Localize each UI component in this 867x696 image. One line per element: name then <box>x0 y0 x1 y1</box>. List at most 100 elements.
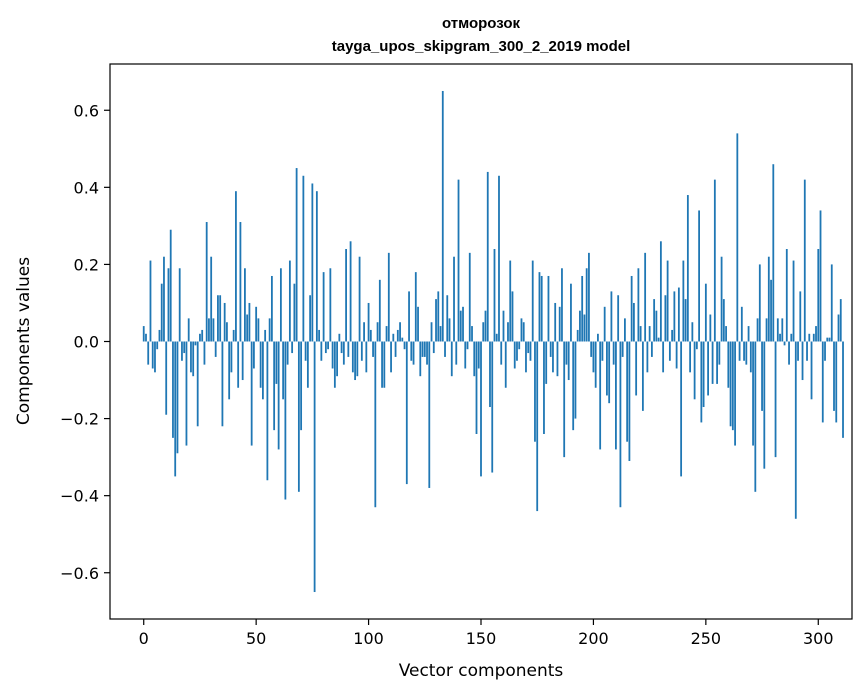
bar-142 <box>462 306 464 342</box>
bar-32 <box>214 341 217 357</box>
chart-subtitle: tayga_upos_skipgram_300_2_2019 model <box>332 38 631 55</box>
bar-1 <box>145 333 147 342</box>
bar-155 <box>491 341 494 473</box>
bar-101 <box>369 329 372 342</box>
bar-105 <box>378 279 381 342</box>
bar-106 <box>381 341 383 388</box>
bar-223 <box>644 252 647 342</box>
bar-240 <box>682 260 685 342</box>
bar-107 <box>383 341 386 388</box>
bar-258 <box>722 299 725 342</box>
bar-278 <box>767 256 770 342</box>
bar-156 <box>493 249 496 342</box>
bar-211 <box>617 295 620 342</box>
bar-161 <box>504 341 507 388</box>
bar-18 <box>183 341 186 354</box>
bar-295 <box>806 341 808 361</box>
bar-103 <box>374 341 377 508</box>
bar-221 <box>639 326 642 342</box>
bar-25 <box>199 333 201 342</box>
bar-288 <box>790 333 793 342</box>
x-tick-label: 250 <box>691 629 722 648</box>
x-tick-label: 300 <box>803 629 834 648</box>
bar-46 <box>246 314 249 342</box>
bar-293 <box>801 341 804 381</box>
bar-263 <box>734 341 736 446</box>
bar-252 <box>709 314 712 342</box>
bar-291 <box>797 341 799 361</box>
bar-225 <box>648 326 651 342</box>
bar-303 <box>824 341 826 361</box>
bar-177 <box>540 275 543 342</box>
bar-22 <box>192 341 195 377</box>
bar-147 <box>473 341 476 377</box>
bar-133 <box>441 90 444 342</box>
bar-124 <box>421 341 424 357</box>
bar-128 <box>430 322 433 342</box>
bar-173 <box>531 260 534 342</box>
bar-174 <box>534 341 536 442</box>
bar-287 <box>788 341 790 365</box>
bar-48 <box>250 341 253 446</box>
bar-77 <box>315 191 318 342</box>
x-tick-label: 50 <box>246 629 266 648</box>
y-axis-ticks: 0.6 0.4 0.2 0.0 −0.2 −0.4 −0.6 <box>60 101 110 583</box>
bar-63 <box>284 341 287 500</box>
bar-49 <box>253 341 255 369</box>
bar-94 <box>354 341 356 381</box>
bar-27 <box>203 341 206 365</box>
bar-261 <box>729 341 732 427</box>
bar-216 <box>628 341 631 461</box>
bar-298 <box>812 333 815 342</box>
bar-40 <box>232 329 235 342</box>
bar-108 <box>385 326 388 342</box>
bar-91 <box>347 341 350 357</box>
bar-159 <box>500 341 503 365</box>
bar-282 <box>776 318 779 342</box>
bar-230 <box>659 241 662 342</box>
bar-21 <box>190 341 192 373</box>
bar-154 <box>489 341 491 408</box>
bar-153 <box>486 171 489 342</box>
bar-122 <box>417 306 419 342</box>
bar-33 <box>217 295 219 342</box>
x-tick-label: 0 <box>139 629 149 648</box>
bar-296 <box>808 333 811 342</box>
bar-184 <box>556 341 559 377</box>
bar-243 <box>689 341 692 373</box>
bar-227 <box>653 299 656 342</box>
bar-53 <box>262 341 264 400</box>
bar-172 <box>529 341 532 361</box>
bar-182 <box>552 341 554 373</box>
bar-2 <box>147 341 150 365</box>
y-tick-label: −0.2 <box>60 410 99 429</box>
bar-260 <box>727 341 730 388</box>
bar-88 <box>340 341 343 354</box>
bar-181 <box>549 341 552 357</box>
bar-268 <box>745 341 748 365</box>
bar-281 <box>774 341 777 458</box>
bar-60 <box>277 341 280 450</box>
bar-236 <box>673 291 676 342</box>
bar-5 <box>154 341 156 373</box>
bar-114 <box>399 322 401 342</box>
bar-10 <box>165 341 168 415</box>
bar-110 <box>390 341 392 373</box>
bar-270 <box>749 341 752 373</box>
bar-224 <box>646 341 649 373</box>
bar-160 <box>502 310 505 342</box>
bar-245 <box>693 341 696 400</box>
bar-248 <box>700 341 703 423</box>
bar-194 <box>579 310 581 342</box>
bar-294 <box>803 179 806 342</box>
bar-37 <box>226 322 228 342</box>
bar-132 <box>439 326 442 342</box>
bar-212 <box>619 341 622 508</box>
bar-51 <box>257 318 260 342</box>
bar-11 <box>167 268 170 342</box>
bar-284 <box>781 318 784 342</box>
bar-309 <box>837 314 840 342</box>
bar-199 <box>590 341 593 357</box>
bar-14 <box>174 341 177 477</box>
bar-165 <box>513 341 516 369</box>
